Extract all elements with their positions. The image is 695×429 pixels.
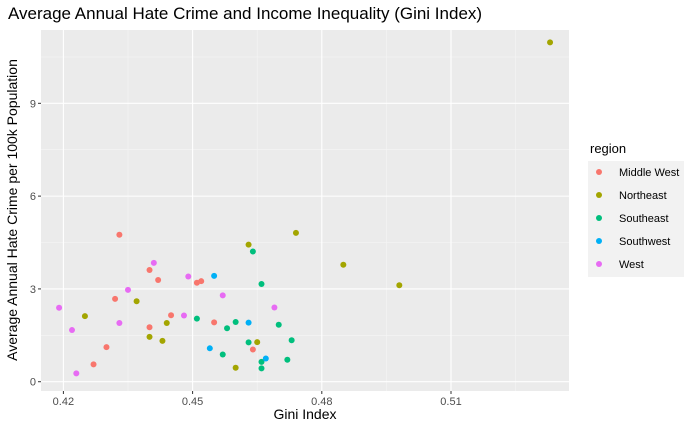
legend-label: Southeast	[619, 213, 669, 225]
y-tick-label: 0	[30, 377, 36, 389]
data-point	[168, 312, 175, 319]
data-point	[396, 282, 403, 289]
legend-key-point	[596, 169, 602, 175]
data-point	[112, 295, 119, 302]
y-tick-label: 3	[30, 284, 36, 296]
data-point	[180, 312, 187, 319]
chart-title: Average Annual Hate Crime and Income Ine…	[8, 4, 482, 23]
data-point	[262, 355, 269, 362]
data-point	[69, 327, 76, 334]
data-point	[150, 259, 157, 266]
data-point	[245, 241, 252, 248]
y-axis-ticks: 0 3 6 9	[30, 98, 41, 389]
legend-title: region	[590, 141, 626, 156]
y-tick-label: 6	[30, 191, 36, 203]
data-point	[146, 333, 153, 340]
data-point	[206, 345, 213, 352]
data-point	[146, 324, 153, 331]
data-point	[288, 337, 295, 344]
data-point	[103, 344, 110, 351]
data-point	[219, 351, 226, 358]
data-point	[232, 319, 239, 326]
grid-minor	[41, 30, 569, 391]
legend-label: Northeast	[619, 190, 667, 202]
legend-key-point	[596, 192, 602, 198]
data-point	[116, 319, 123, 326]
x-axis-ticks: 0.42 0.45 0.48 0.51	[53, 391, 462, 408]
data-point	[155, 276, 162, 283]
data-point	[258, 358, 265, 365]
data-point	[258, 365, 265, 372]
data-point	[340, 261, 347, 268]
data-point	[133, 298, 140, 305]
data-point	[116, 231, 123, 238]
legend-label: Southwest	[619, 236, 670, 248]
legend-key-point	[596, 238, 602, 244]
data-points	[56, 39, 554, 377]
data-point	[245, 319, 252, 326]
data-point	[193, 315, 200, 322]
data-point	[56, 304, 63, 311]
data-point	[292, 229, 299, 236]
data-point	[159, 337, 166, 344]
data-point	[211, 319, 218, 326]
data-point	[163, 319, 170, 326]
legend-label: West	[619, 259, 644, 271]
data-point	[211, 272, 218, 279]
plot-panel	[41, 30, 569, 391]
legend-label: Middle West	[619, 167, 679, 179]
data-point	[547, 39, 554, 46]
data-point	[249, 248, 256, 255]
x-tick-label: 0.45	[182, 396, 203, 408]
data-point	[232, 364, 239, 371]
data-point	[284, 356, 291, 363]
x-tick-label: 0.48	[311, 396, 332, 408]
data-point	[224, 325, 231, 332]
data-point	[90, 361, 97, 368]
data-point	[73, 370, 80, 377]
data-point	[249, 346, 256, 353]
x-axis-title: Gini Index	[273, 406, 336, 422]
data-point	[271, 304, 278, 311]
legend-key-point	[596, 215, 602, 221]
data-point	[124, 286, 131, 293]
data-point	[245, 339, 252, 346]
y-tick-label: 9	[30, 98, 36, 110]
x-tick-label: 0.51	[440, 396, 461, 408]
x-tick-label: 0.42	[53, 396, 74, 408]
data-point	[219, 292, 226, 299]
legend-key-point	[596, 261, 602, 267]
data-point	[258, 280, 265, 287]
data-point	[185, 273, 192, 280]
data-point	[198, 278, 205, 285]
legend: region Middle West Northeast Southeast Sout…	[588, 141, 684, 277]
data-point	[275, 321, 282, 328]
data-point	[81, 313, 88, 320]
data-point	[146, 267, 153, 274]
y-axis-title: Average Annual Hate Crime per 100k Popul…	[4, 59, 20, 361]
legend-entries: Middle West Northeast Southeast Southwest We…	[588, 161, 684, 277]
data-point	[254, 339, 261, 346]
